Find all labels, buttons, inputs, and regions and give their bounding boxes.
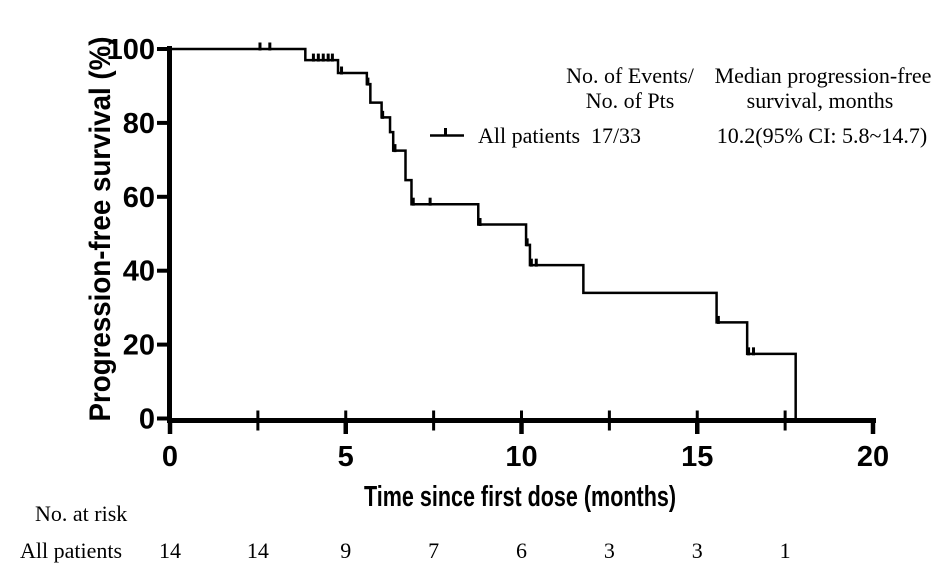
risk-count: 9 [340, 538, 351, 563]
risk-count: 1 [780, 538, 791, 563]
y-tick-label: 60 [123, 182, 155, 214]
legend-header-median-line2: survival, months [747, 88, 894, 113]
x-axis-title: Time since first dose (months) [364, 481, 676, 513]
legend-events-value: 17/33 [591, 123, 641, 148]
risk-count: 3 [604, 538, 615, 563]
y-tick-label: 100 [107, 34, 155, 66]
x-tick-label: 20 [857, 441, 889, 473]
plot-dynamic-layer: 0 20 40 60 80 100 0 5 10 15 20 14 14 9 7 6 3 3 1 [107, 34, 890, 563]
risk-count: 6 [516, 538, 527, 563]
y-tick-label: 0 [139, 404, 155, 436]
risk-count: 7 [428, 538, 439, 563]
y-tick-label: 20 [123, 330, 155, 362]
legend-header-events-line2: No. of Pts [586, 88, 675, 113]
risk-row-label: All patients [20, 538, 122, 563]
y-tick-label: 40 [123, 256, 155, 288]
risk-count: 3 [692, 538, 703, 563]
x-tick-label: 0 [162, 441, 178, 473]
x-tick-label: 15 [681, 441, 713, 473]
risk-count: 14 [159, 538, 181, 563]
km-step-curve [170, 47, 797, 419]
legend-header-median-line1: Median progression-free [715, 63, 931, 88]
legend-series-label: All patients [478, 123, 580, 148]
y-tick-label: 80 [123, 108, 155, 140]
legend-median-value: 10.2(95% CI: 5.8~14.7) [717, 123, 928, 148]
y-axis-title: Progression-free survival (%) [84, 37, 117, 422]
x-tick-label: 5 [338, 441, 354, 473]
risk-count: 14 [247, 538, 269, 563]
risk-table-label: No. at risk [35, 501, 127, 526]
legend-header-events-line1: No. of Events/ [566, 63, 695, 88]
x-tick-label: 10 [505, 441, 537, 473]
